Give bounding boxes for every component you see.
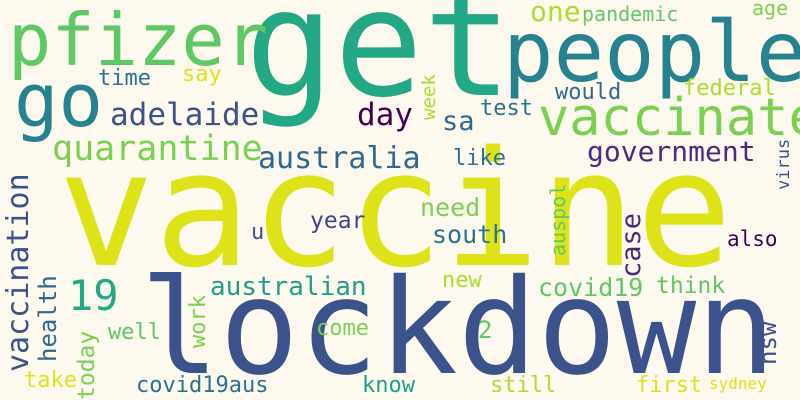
word-pfizer: pfizer: [8, 0, 269, 82]
word-week: week: [418, 74, 440, 120]
word-well: well: [108, 320, 161, 345]
word-government: government: [587, 135, 756, 168]
word-vaccination: vaccination: [1, 173, 36, 372]
word-would: would: [555, 80, 622, 105]
word-still: still: [490, 373, 557, 398]
word-federal: federal: [683, 76, 776, 101]
word-lockdown: lockdown: [140, 251, 776, 400]
word-sydney: sydney: [709, 374, 767, 393]
word-south: south: [432, 220, 508, 249]
word-think: think: [656, 273, 726, 299]
word-adelaide: adelaide: [110, 97, 260, 133]
word-virus: virus: [774, 138, 794, 190]
word-covid19: covid19: [538, 273, 644, 302]
word-australian: australian: [210, 272, 367, 302]
word-get: get: [245, 0, 513, 130]
word-u: u: [251, 220, 265, 245]
word-sa: sa: [442, 106, 475, 137]
word-test: test: [480, 96, 533, 121]
word-today: today: [74, 330, 100, 400]
word-also: also: [727, 227, 778, 251]
word-need: need: [420, 193, 481, 222]
word-pandemic: pandemic: [582, 2, 679, 26]
word-quarantine: quarantine: [52, 129, 263, 169]
word-auspol: auspol: [546, 183, 570, 256]
word-covid19aus: covid19aus: [136, 373, 269, 398]
word-day: day: [357, 97, 413, 133]
word-like: like: [453, 146, 506, 171]
word-know: know: [362, 373, 415, 398]
word-vaccinate: vaccinate: [538, 88, 800, 148]
word-age: age: [752, 0, 789, 20]
word-case: case: [616, 212, 647, 278]
word-one: one: [530, 0, 581, 28]
word-come: come: [316, 316, 369, 341]
word-19: 19: [68, 271, 119, 320]
word-year: year: [310, 208, 366, 234]
word-work: work: [186, 295, 211, 348]
word-people: people: [503, 3, 800, 101]
word-first: first: [636, 373, 703, 398]
word-say: say: [182, 62, 222, 87]
word-time: time: [98, 66, 151, 91]
word-health: health: [34, 275, 62, 362]
word-vaccine: vaccine: [58, 116, 733, 303]
word-2: 2: [478, 316, 493, 344]
word-nsw: nsw: [754, 321, 782, 365]
word-australia: australia: [258, 141, 421, 176]
word-go: go: [14, 58, 104, 144]
word-take: take: [24, 368, 77, 393]
word-new: new: [442, 268, 482, 293]
